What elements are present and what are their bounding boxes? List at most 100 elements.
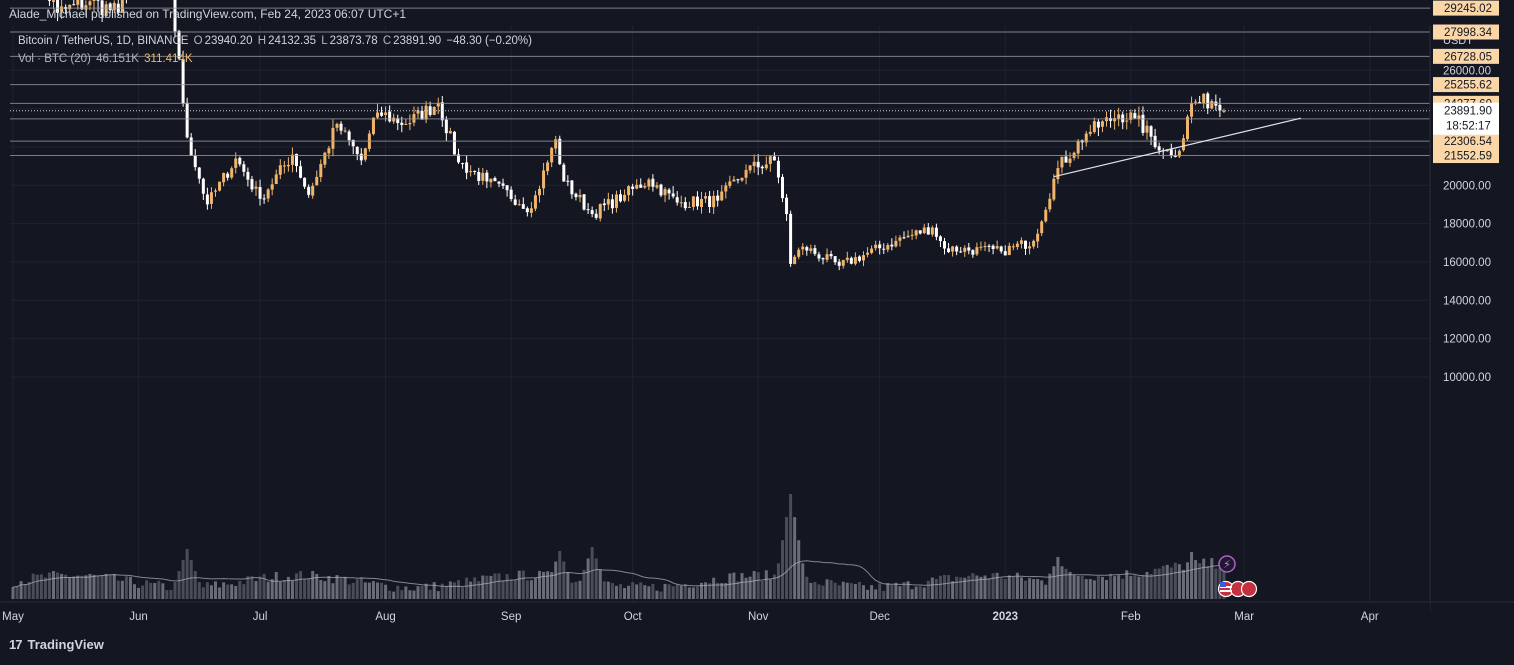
- volume-bar: [173, 582, 177, 599]
- volume-bar: [505, 574, 509, 599]
- volume-bar: [1121, 578, 1125, 599]
- volume-bar: [1064, 568, 1068, 599]
- volume-bar: [116, 580, 120, 599]
- volume-bar: [169, 589, 173, 599]
- volume-bar: [323, 581, 327, 599]
- candle-body: [898, 237, 902, 241]
- volume-bar: [610, 583, 614, 599]
- volume-bar: [112, 573, 116, 599]
- countdown-label: 18:52:17: [1446, 121, 1491, 133]
- candle-body: [513, 199, 517, 205]
- candle-body: [1028, 246, 1032, 249]
- candle-body: [371, 117, 375, 135]
- volume-bar: [440, 583, 444, 599]
- candle-body: [971, 250, 975, 255]
- volume-bar: [35, 574, 39, 599]
- candle-body: [355, 146, 359, 155]
- volume-bar: [457, 580, 460, 599]
- candle-body: [1177, 150, 1181, 157]
- candle-body: [704, 196, 708, 199]
- candle-body: [578, 194, 582, 198]
- candle-body: [1133, 113, 1137, 119]
- volume-bar: [347, 584, 351, 599]
- volume-bar: [1133, 575, 1137, 599]
- volume-bar: [1214, 568, 1218, 599]
- volume-bar: [104, 573, 108, 599]
- volume-bar: [153, 582, 157, 599]
- x-tick-label: 2023: [992, 611, 1018, 623]
- volume-bar: [351, 582, 355, 599]
- candle-body: [740, 177, 744, 181]
- x-tick-label: Jul: [253, 611, 268, 623]
- candle-body: [205, 194, 209, 205]
- volume-bar: [991, 573, 995, 599]
- candle-body: [554, 139, 558, 149]
- volume-bar: [704, 582, 708, 599]
- volume-bar: [841, 581, 845, 599]
- volume-bar: [1149, 573, 1153, 599]
- candle-body: [234, 158, 238, 168]
- open-value: 23940.20: [204, 35, 253, 47]
- candle-body: [509, 189, 513, 200]
- volume-bar: [837, 585, 841, 599]
- volume-bar: [805, 576, 809, 599]
- volume-bar: [222, 582, 226, 599]
- candle-body: [104, 4, 108, 17]
- candle-body: [68, 4, 72, 10]
- candle-body: [1024, 240, 1027, 249]
- volume-bar: [999, 578, 1003, 599]
- candle-body: [744, 169, 748, 178]
- candle-body: [299, 166, 303, 178]
- candle-body: [461, 163, 465, 165]
- candle-body: [776, 160, 780, 178]
- candle-body: [720, 191, 724, 201]
- candle-body: [1036, 233, 1040, 242]
- volume-bar: [473, 577, 477, 599]
- candle-body: [631, 186, 635, 189]
- candle-body: [627, 186, 631, 196]
- candle-body: [238, 157, 242, 165]
- candle-body: [1194, 101, 1198, 103]
- candle-body: [339, 123, 343, 131]
- candle-body: [675, 197, 679, 203]
- candle-body: [1048, 198, 1052, 210]
- volume-bar: [274, 572, 278, 599]
- candle-body: [724, 185, 728, 192]
- volume-bar: [845, 582, 849, 599]
- footer-brand: 17 TradingView: [9, 637, 104, 652]
- volume-bar: [1161, 565, 1165, 599]
- volume-bar: [623, 587, 627, 599]
- volume-bar: [781, 540, 784, 599]
- y-tick-label: 10000.00: [1443, 372, 1491, 384]
- volume-bar: [700, 582, 703, 599]
- candle-body: [517, 204, 521, 206]
- candle-body: [542, 170, 546, 189]
- candle-body: [809, 248, 813, 251]
- volume-bar: [971, 573, 975, 599]
- volume-bar: [918, 586, 922, 599]
- candle-body: [60, 6, 64, 12]
- volume-bar: [874, 589, 878, 599]
- earnings-event-icon: [1240, 580, 1258, 598]
- symbol-legend: Bitcoin / TetherUS, 1D, BINANCE O 23940.2…: [18, 35, 534, 47]
- volume-bar: [485, 575, 489, 599]
- x-tick-label: Nov: [748, 611, 769, 623]
- volume-bar: [914, 586, 918, 599]
- volume-bar: [651, 583, 655, 599]
- volume-bar: [436, 591, 440, 599]
- volume-bar: [550, 572, 554, 599]
- candle-body: [525, 208, 529, 213]
- volume-bar: [299, 571, 303, 599]
- candle-body: [558, 138, 562, 165]
- volume-bar: [1032, 579, 1036, 599]
- candle-body: [489, 178, 493, 183]
- candle-body: [983, 245, 987, 248]
- candle-body: [655, 185, 659, 188]
- candle-body: [1202, 93, 1206, 104]
- volume-bar: [27, 581, 31, 599]
- candle-body: [1056, 168, 1060, 180]
- volume-bar: [481, 575, 485, 599]
- candle-body: [274, 174, 278, 184]
